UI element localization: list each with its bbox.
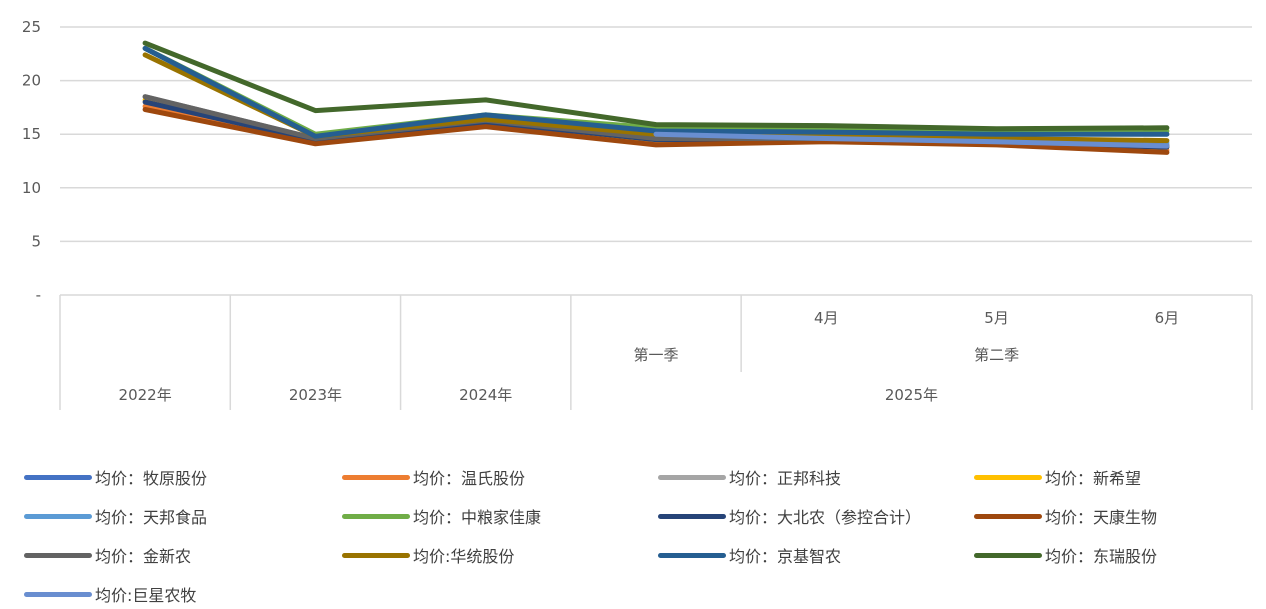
legend-item: 均价：中粮家佳康 (342, 501, 541, 531)
y-axis-tick-labels: - 5 10 15 20 25 (22, 18, 41, 304)
legend-label: 均价：牧原股份 (95, 469, 208, 488)
legend-item: 均价：天邦食品 (24, 501, 207, 531)
x-year-label: 2022年 (119, 386, 172, 404)
legend-label: 均价:华统股份 (413, 547, 515, 566)
legend-item: 均价：京基智农 (658, 540, 841, 570)
legend-swatch (24, 552, 92, 558)
legend-item: 均价：东瑞股份 (974, 540, 1157, 570)
x-quarter-label: 第一季 (633, 346, 678, 364)
series-line-5 (142, 45, 1170, 137)
legend-item: 均价：新希望 (974, 462, 1141, 492)
legend-label: 均价：新希望 (1045, 469, 1142, 488)
y-tick-label: - (36, 286, 41, 304)
x-year-label: 2023年 (289, 386, 342, 404)
x-month-label: 5月 (984, 309, 1009, 327)
legend-label: 均价：天康生物 (1045, 508, 1158, 527)
legend-item: 均价：金新农 (24, 540, 191, 570)
legend-item: 均价：大北农（参控合计） (658, 501, 921, 531)
legend-label: 均价:巨星农牧 (95, 586, 197, 605)
legend-label: 均价：中粮家佳康 (413, 508, 542, 527)
series-lines (142, 40, 1170, 155)
legend-swatch (342, 474, 410, 480)
legend-label: 均价：金新农 (95, 547, 192, 566)
legend-swatch (24, 474, 92, 480)
y-tick-label: 15 (22, 125, 41, 143)
legend-item: 均价：天康生物 (974, 501, 1157, 531)
legend-label: 均价：温氏股份 (413, 469, 526, 488)
y-tick-label: 5 (31, 232, 41, 250)
x-year-label: 2025年 (885, 386, 938, 404)
legend-swatch (342, 513, 410, 519)
legend-item: 均价：牧原股份 (24, 462, 207, 492)
legend-label: 均价：正邦科技 (729, 469, 842, 488)
series-line-12 (653, 131, 1170, 149)
legend-label: 均价：大北农（参控合计） (729, 508, 922, 527)
y-tick-label: 20 (22, 72, 41, 90)
legend-swatch (974, 474, 1042, 480)
legend-item: 均价:华统股份 (342, 540, 514, 570)
legend-label: 均价：天邦食品 (95, 508, 208, 527)
series-line-11 (142, 40, 1170, 132)
y-tick-label: 10 (22, 179, 41, 197)
legend-swatch (24, 513, 92, 519)
legend-swatch (658, 513, 726, 519)
legend-label: 均价：东瑞股份 (1045, 547, 1158, 566)
legend-item: 均价：正邦科技 (658, 462, 841, 492)
series-line-7 (142, 107, 1170, 155)
legend-item: 均价：温氏股份 (342, 462, 525, 492)
x-month-label: 6月 (1155, 309, 1180, 327)
legend-swatch (658, 552, 726, 558)
legend-swatch (24, 591, 92, 597)
legend-swatch (974, 513, 1042, 519)
legend-swatch (658, 474, 726, 480)
y-tick-label: 25 (22, 18, 41, 36)
legend-swatch (974, 552, 1042, 558)
legend-item: 均价:巨星农牧 (24, 579, 196, 609)
x-month-label: 4月 (814, 309, 839, 327)
x-quarter-label: 第二季 (974, 346, 1019, 364)
x-year-label: 2024年 (459, 386, 512, 404)
legend-swatch (342, 552, 410, 558)
series-line-10 (142, 45, 1170, 139)
legend-label: 均价：京基智农 (729, 547, 842, 566)
